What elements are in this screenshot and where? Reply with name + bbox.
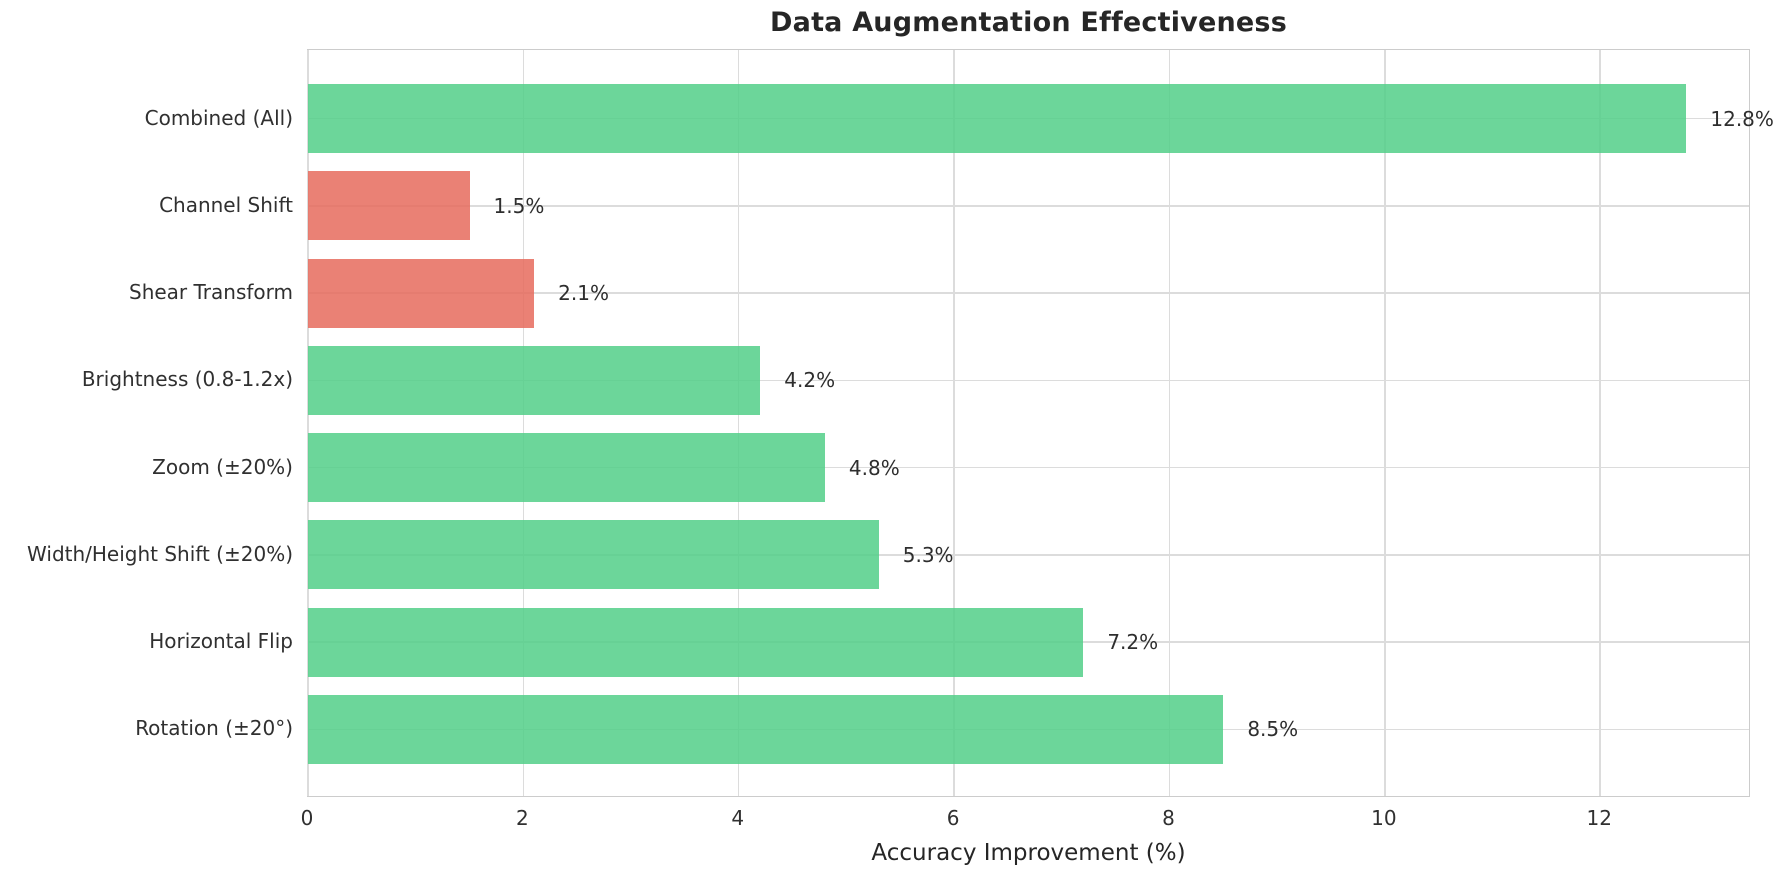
- y-tick-label: Width/Height Shift (±20%): [27, 541, 293, 566]
- bar: [308, 607, 1084, 677]
- bar-value-label: 5.3%: [902, 542, 954, 567]
- bar: [308, 433, 825, 503]
- horizontal-gridline: [308, 554, 1749, 556]
- bar-value-label: 8.5%: [1247, 717, 1299, 742]
- bar: [308, 84, 1687, 154]
- vertical-gridline: [1168, 50, 1171, 796]
- x-tick-label: 10: [1371, 806, 1397, 830]
- bar: [308, 258, 535, 328]
- x-tick-label: 4: [731, 806, 745, 830]
- y-tick-label: Brightness (0.8-1.2x): [81, 367, 293, 392]
- bar-value-label: 4.8%: [848, 455, 900, 480]
- y-tick-label: Shear Transform: [129, 280, 293, 305]
- vertical-gridline: [522, 50, 525, 796]
- x-tick-label: 0: [300, 806, 314, 830]
- bar: [308, 171, 470, 241]
- bar-value-label: 4.2%: [784, 368, 836, 393]
- bar: [308, 520, 879, 590]
- horizontal-gridline: [308, 379, 1749, 382]
- vertical-gridline: [307, 50, 309, 796]
- bar-value-label: 1.5%: [493, 193, 545, 218]
- y-tick-label: Horizontal Flip: [149, 629, 293, 654]
- horizontal-gridline: [308, 205, 1749, 207]
- horizontal-gridline: [308, 466, 1749, 469]
- x-tick-label: 2: [515, 806, 529, 830]
- x-axis-title: Accuracy Improvement (%): [871, 840, 1186, 866]
- vertical-gridline: [1384, 50, 1386, 796]
- horizontal-gridline: [308, 292, 1749, 294]
- bar-value-label: 2.1%: [558, 281, 609, 306]
- vertical-gridline: [1599, 50, 1601, 796]
- plot-area: 12.8% 1.5% 2.1% 4.2% 4.8% 5.3% 7.2% 8.5%: [307, 49, 1774, 797]
- x-tick-label: 8: [1162, 806, 1175, 830]
- bar: [308, 345, 761, 415]
- y-tick-label: Rotation (±20°): [135, 716, 293, 741]
- x-tick-label: 12: [1586, 806, 1612, 830]
- y-tick-label: Combined (All): [144, 105, 293, 130]
- vertical-gridline: [953, 50, 955, 796]
- chart-title: Data Augmentation Effectiveness: [770, 7, 1287, 38]
- y-tick-label: Channel Shift: [159, 192, 293, 217]
- bar-value-label: 12.8%: [1710, 106, 1774, 131]
- bar: [308, 694, 1224, 764]
- vertical-gridline: [737, 50, 740, 796]
- bar-value-label: 7.2%: [1107, 630, 1159, 655]
- y-tick-label: Zoom (±20%): [152, 454, 293, 479]
- x-tick-label: 6: [946, 806, 960, 830]
